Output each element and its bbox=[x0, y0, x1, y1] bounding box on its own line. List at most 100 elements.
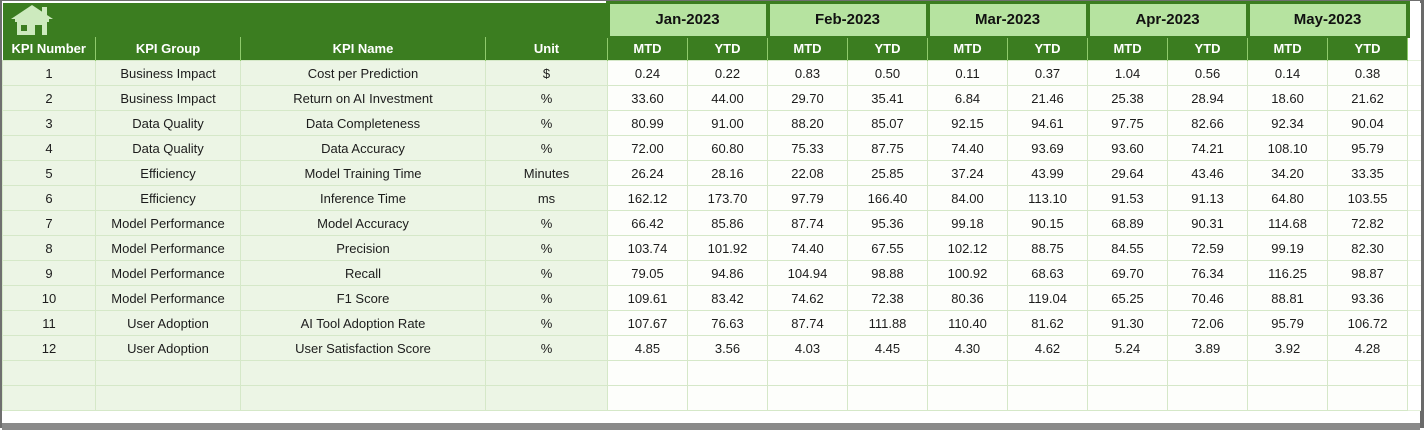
value-cell[interactable]: 82.30 bbox=[1327, 235, 1409, 261]
value-cell[interactable]: 101.92 bbox=[687, 235, 768, 261]
value-cell[interactable] bbox=[927, 385, 1009, 411]
value-cell[interactable]: 84.55 bbox=[1087, 235, 1169, 261]
value-cell[interactable]: 76.34 bbox=[1167, 260, 1249, 286]
unit-cell[interactable]: $ bbox=[485, 60, 608, 86]
value-cell[interactable]: 98.88 bbox=[846, 260, 929, 286]
value-cell[interactable] bbox=[1327, 385, 1409, 411]
kpi-number-cell[interactable]: 8 bbox=[2, 235, 96, 261]
value-cell[interactable]: 60.80 bbox=[687, 135, 768, 161]
value-cell[interactable] bbox=[687, 360, 768, 386]
value-cell[interactable]: 91.30 bbox=[1087, 310, 1169, 336]
value-cell[interactable]: 70.46 bbox=[1167, 285, 1249, 311]
value-cell[interactable]: 80.99 bbox=[607, 110, 688, 136]
value-cell[interactable]: 72.59 bbox=[1167, 235, 1249, 261]
value-cell[interactable] bbox=[927, 360, 1009, 386]
value-cell[interactable]: 68.89 bbox=[1087, 210, 1169, 236]
value-cell[interactable]: 0.37 bbox=[1007, 60, 1089, 86]
value-cell[interactable] bbox=[1087, 385, 1169, 411]
value-cell[interactable]: 34.20 bbox=[1247, 160, 1329, 186]
kpi-group-cell[interactable]: Data Quality bbox=[95, 110, 241, 136]
kpi-name-cell[interactable]: Recall bbox=[240, 260, 486, 286]
kpi-number-cell[interactable] bbox=[2, 360, 96, 386]
value-cell[interactable]: 83.42 bbox=[687, 285, 768, 311]
value-cell[interactable]: 6.84 bbox=[927, 85, 1009, 111]
kpi-group-cell[interactable]: User Adoption bbox=[95, 335, 241, 361]
value-cell[interactable]: 109.61 bbox=[607, 285, 688, 311]
value-cell[interactable]: 0.56 bbox=[1167, 60, 1249, 86]
value-cell[interactable] bbox=[1167, 385, 1249, 411]
value-cell[interactable] bbox=[1007, 385, 1089, 411]
value-cell[interactable]: 97.79 bbox=[767, 185, 848, 211]
value-cell[interactable]: 68.63 bbox=[1007, 260, 1089, 286]
value-cell[interactable]: 103.74 bbox=[607, 235, 688, 261]
value-cell[interactable]: 166.40 bbox=[846, 185, 929, 211]
kpi-number-cell[interactable]: 2 bbox=[2, 85, 96, 111]
home-button[interactable] bbox=[2, 2, 608, 37]
kpi-number-cell[interactable]: 1 bbox=[2, 60, 96, 86]
value-cell[interactable]: 79.05 bbox=[607, 260, 688, 286]
value-cell[interactable]: 72.38 bbox=[846, 285, 929, 311]
value-cell[interactable]: 88.81 bbox=[1247, 285, 1329, 311]
value-cell[interactable]: 85.86 bbox=[687, 210, 768, 236]
value-cell[interactable]: 37.24 bbox=[927, 160, 1009, 186]
value-cell[interactable]: 72.06 bbox=[1167, 310, 1249, 336]
value-cell[interactable]: 69.70 bbox=[1087, 260, 1169, 286]
value-cell[interactable]: 28.94 bbox=[1167, 85, 1249, 111]
value-cell[interactable]: 93.36 bbox=[1327, 285, 1409, 311]
kpi-name-cell[interactable]: Return on AI Investment bbox=[240, 85, 486, 111]
kpi-name-cell[interactable]: Precision bbox=[240, 235, 486, 261]
value-cell[interactable]: 76.63 bbox=[687, 310, 768, 336]
unit-cell[interactable]: % bbox=[485, 85, 608, 111]
kpi-number-cell[interactable]: 3 bbox=[2, 110, 96, 136]
value-cell[interactable] bbox=[687, 385, 768, 411]
value-cell[interactable]: 28.16 bbox=[687, 160, 768, 186]
kpi-group-cell[interactable]: User Adoption bbox=[95, 310, 241, 336]
value-cell[interactable]: 98.87 bbox=[1327, 260, 1409, 286]
value-cell[interactable]: 94.61 bbox=[1007, 110, 1089, 136]
value-cell[interactable]: 67.55 bbox=[846, 235, 929, 261]
value-cell[interactable] bbox=[1087, 360, 1169, 386]
value-cell[interactable]: 110.40 bbox=[927, 310, 1009, 336]
value-cell[interactable]: 102.12 bbox=[927, 235, 1009, 261]
value-cell[interactable]: 21.46 bbox=[1007, 85, 1089, 111]
kpi-group-cell[interactable]: Model Performance bbox=[95, 285, 241, 311]
value-cell[interactable]: 95.79 bbox=[1247, 310, 1329, 336]
value-cell[interactable]: 173.70 bbox=[687, 185, 768, 211]
value-cell[interactable] bbox=[767, 385, 848, 411]
value-cell[interactable]: 5.24 bbox=[1087, 335, 1169, 361]
kpi-name-cell[interactable]: Cost per Prediction bbox=[240, 60, 486, 86]
value-cell[interactable]: 88.75 bbox=[1007, 235, 1089, 261]
kpi-group-cell[interactable]: Efficiency bbox=[95, 160, 241, 186]
value-cell[interactable]: 74.62 bbox=[767, 285, 848, 311]
value-cell[interactable]: 87.74 bbox=[767, 210, 848, 236]
value-cell[interactable] bbox=[846, 360, 929, 386]
value-cell[interactable]: 75.33 bbox=[767, 135, 848, 161]
value-cell[interactable] bbox=[846, 385, 929, 411]
value-cell[interactable]: 106.72 bbox=[1327, 310, 1409, 336]
kpi-name-cell[interactable] bbox=[240, 360, 486, 386]
value-cell[interactable]: 87.74 bbox=[767, 310, 848, 336]
kpi-name-cell[interactable]: Model Accuracy bbox=[240, 210, 486, 236]
value-cell[interactable]: 114.68 bbox=[1247, 210, 1329, 236]
value-cell[interactable]: 4.28 bbox=[1327, 335, 1409, 361]
value-cell[interactable]: 94.86 bbox=[687, 260, 768, 286]
value-cell[interactable]: 4.62 bbox=[1007, 335, 1089, 361]
value-cell[interactable]: 0.50 bbox=[846, 60, 929, 86]
value-cell[interactable]: 0.38 bbox=[1327, 60, 1409, 86]
value-cell[interactable]: 43.99 bbox=[1007, 160, 1089, 186]
value-cell[interactable]: 99.18 bbox=[927, 210, 1009, 236]
kpi-name-cell[interactable]: Inference Time bbox=[240, 185, 486, 211]
unit-cell[interactable]: % bbox=[485, 210, 608, 236]
value-cell[interactable]: 103.55 bbox=[1327, 185, 1409, 211]
value-cell[interactable]: 29.64 bbox=[1087, 160, 1169, 186]
value-cell[interactable] bbox=[1247, 385, 1329, 411]
kpi-group-cell[interactable] bbox=[95, 360, 241, 386]
value-cell[interactable]: 29.70 bbox=[767, 85, 848, 111]
value-cell[interactable]: 4.45 bbox=[846, 335, 929, 361]
kpi-name-cell[interactable]: AI Tool Adoption Rate bbox=[240, 310, 486, 336]
kpi-number-cell[interactable] bbox=[2, 385, 96, 411]
value-cell[interactable]: 84.00 bbox=[927, 185, 1009, 211]
value-cell[interactable]: 92.15 bbox=[927, 110, 1009, 136]
kpi-number-cell[interactable]: 9 bbox=[2, 260, 96, 286]
value-cell[interactable]: 1.04 bbox=[1087, 60, 1169, 86]
